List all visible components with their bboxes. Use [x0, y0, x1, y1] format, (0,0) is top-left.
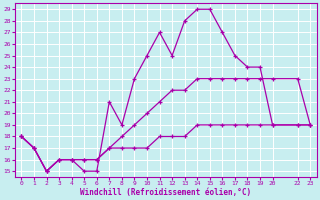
X-axis label: Windchill (Refroidissement éolien,°C): Windchill (Refroidissement éolien,°C): [80, 188, 252, 197]
